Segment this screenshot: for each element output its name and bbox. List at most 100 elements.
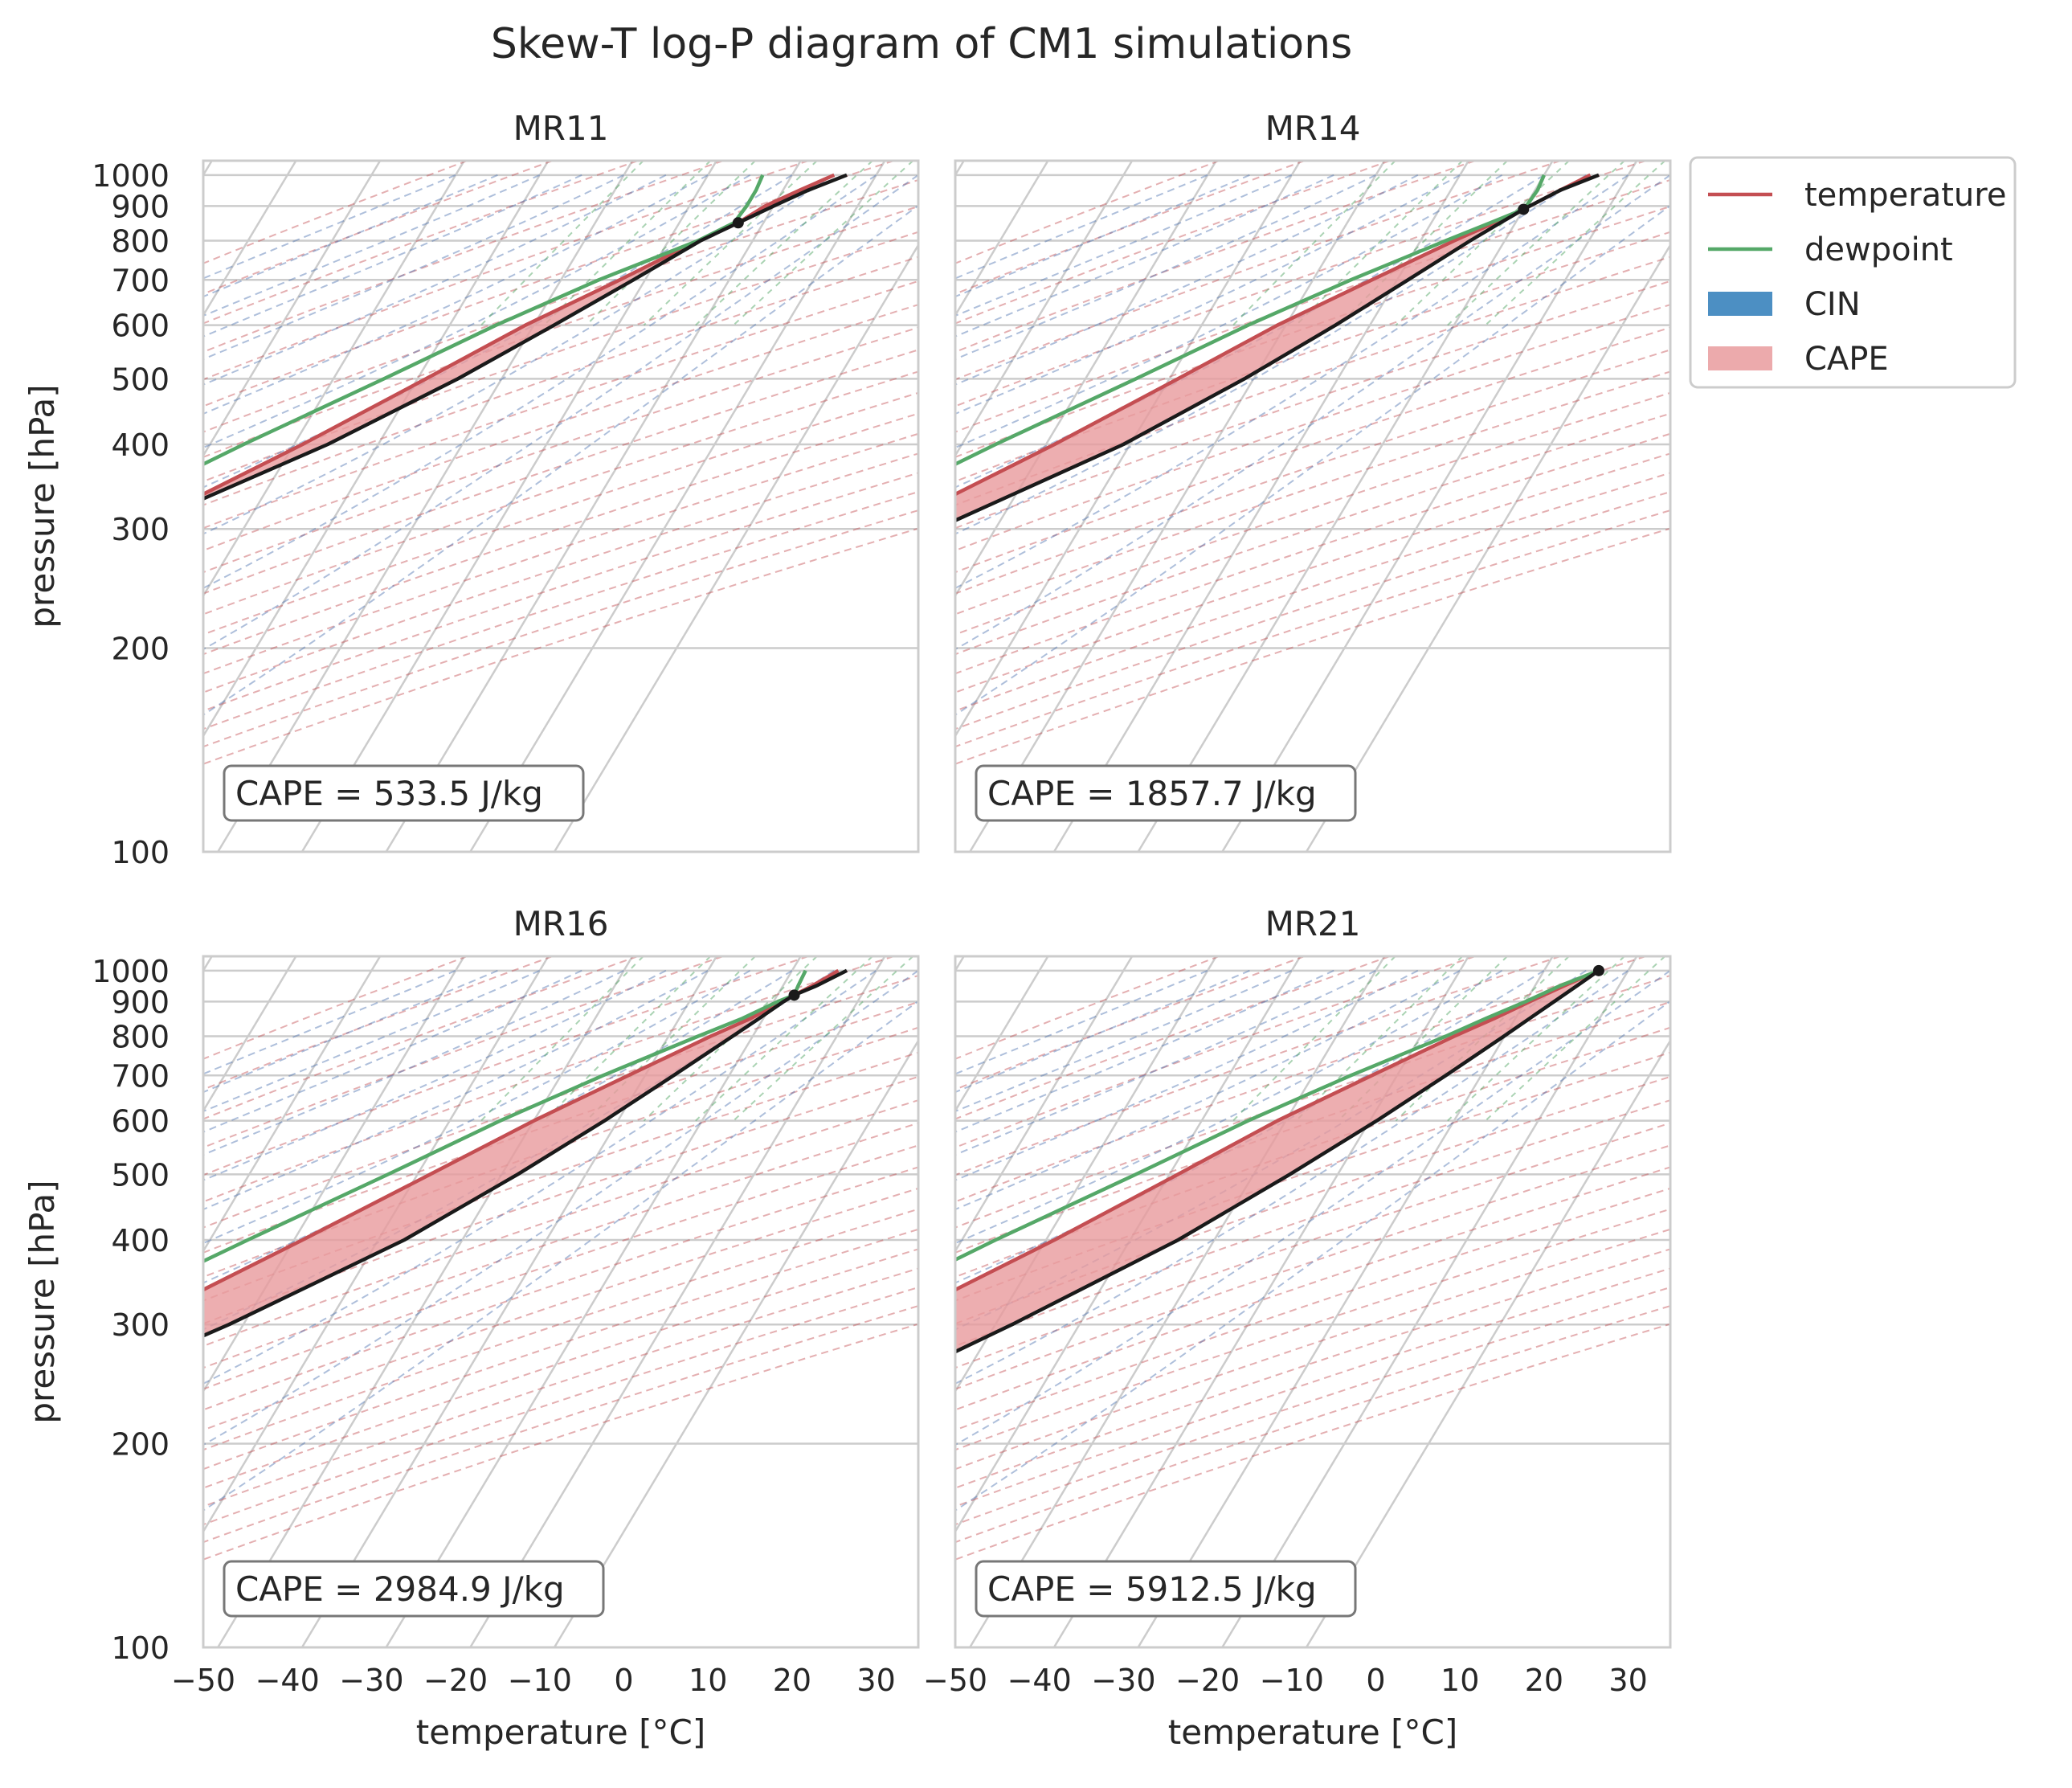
legend-label: CAPE (1804, 341, 1889, 378)
annotation-box (975, 764, 1357, 822)
annotation-text: CAPE = 533.5 J/kg (235, 774, 543, 813)
dry-adiabat (203, 256, 918, 506)
mixing-ratio-line (1395, 161, 1570, 326)
temperature-line (203, 173, 836, 497)
isotherm-gridline (385, 956, 802, 1647)
mixing-ratio-line (733, 161, 914, 326)
isotherm-gridline (1221, 956, 1638, 1647)
isotherm-gridline (469, 956, 886, 1647)
dry-adiabat (203, 1026, 918, 1279)
x-axis-label: temperature [°C] (416, 1712, 705, 1752)
moist-adiabat (955, 969, 1419, 1181)
y-tick-label: 900 (111, 189, 170, 224)
y-axis-label: pressure [hPa] (22, 384, 62, 628)
temperature-line (955, 968, 1600, 1292)
mixing-ratio-line (733, 956, 914, 1122)
panel-mr14: MR14 CAPE = 1857.7 J/kg (45, 108, 1672, 853)
moist-adiabat (955, 174, 1419, 386)
dry-adiabat (955, 1144, 1670, 1390)
x-tick-label: −20 (1175, 1663, 1240, 1698)
dry-adiabat (203, 391, 918, 636)
dry-adiabat (203, 1286, 918, 1526)
mixing-ratio-line (585, 161, 756, 326)
y-tick-label: 400 (111, 428, 170, 463)
y-tick-label: 300 (111, 512, 170, 547)
x-tick-label: −30 (1091, 1663, 1155, 1698)
isotherm-gridline (1305, 1038, 1670, 1647)
x-tick-label: −30 (339, 1663, 403, 1698)
dry-adiabat (955, 956, 1220, 1060)
panel-title: MR21 (1265, 904, 1361, 943)
dry-adiabat (955, 974, 1670, 1229)
moist-adiabat (203, 969, 918, 1446)
moist-adiabat (955, 969, 1503, 1245)
y-tick-label: 700 (111, 263, 170, 298)
moist-adiabat (955, 174, 1545, 489)
mixing-ratio-line (1447, 161, 1625, 326)
panel-mr11: MR11 CAPE = 533.5 J/kg 100 200 300 400 500 600 7… (22, 108, 920, 870)
dry-adiabat (955, 326, 1670, 574)
y-tick-label: 100 (111, 1630, 170, 1666)
isotherm-gridline (553, 1038, 918, 1647)
mixing-ratio-line (480, 161, 644, 326)
y-tick-label: 200 (111, 1426, 170, 1462)
x-tick-label: −10 (1260, 1663, 1324, 1698)
dry-adiabat (203, 349, 918, 595)
dry-adiabat (955, 161, 1476, 354)
moist-adiabat (955, 174, 1670, 651)
moist-adiabat (955, 969, 1461, 1211)
parcel-profile-line (955, 968, 1600, 1354)
dry-adiabat (955, 1286, 1670, 1526)
dry-adiabat (203, 161, 468, 264)
annotation-text: CAPE = 1857.7 J/kg (987, 774, 1317, 813)
legend-item-cape: CAPE (1708, 341, 1889, 378)
moist-adiabat (203, 174, 709, 415)
isotherm-gridline (217, 161, 634, 852)
x-tick-label: 30 (1608, 1663, 1647, 1698)
x-tick-label: 10 (1441, 1663, 1479, 1698)
dry-adiabat (203, 956, 468, 1060)
dry-adiabat (203, 1144, 918, 1390)
cape-area (955, 209, 1524, 521)
dry-adiabat (955, 956, 1306, 1090)
dry-adiabat (955, 1208, 1670, 1451)
moist-adiabat (955, 174, 1334, 338)
legend-label: temperature (1804, 177, 2006, 214)
y-tick-label: 600 (111, 1104, 170, 1139)
y-axis-label: pressure [hPa] (22, 1180, 62, 1423)
dry-adiabat (955, 1099, 1670, 1348)
dry-adiabat (203, 1099, 918, 1348)
dry-adiabat (203, 304, 918, 552)
dry-adiabat (203, 490, 918, 730)
dewpoint-line (203, 174, 765, 467)
y-tick-label: 1000 (92, 158, 170, 194)
dry-adiabat (203, 974, 918, 1229)
isotherm-gridline (955, 161, 1302, 739)
isotherm-gridline (955, 161, 1134, 458)
dry-adiabat (955, 472, 1670, 712)
annotation-text: CAPE = 5912.5 J/kg (987, 1569, 1317, 1609)
dry-adiabat (203, 326, 918, 574)
isotherm-gridline (45, 161, 460, 852)
legend-label: CIN (1804, 286, 1861, 323)
isotherm-gridline (203, 161, 297, 317)
dry-adiabat (203, 280, 918, 530)
moist-adiabat (955, 204, 1670, 716)
isotherm-gridline (385, 161, 802, 852)
dry-adiabat (955, 1075, 1670, 1325)
dry-adiabat (955, 1122, 1670, 1369)
dry-adiabat (203, 412, 918, 656)
dry-adiabat (955, 1305, 1670, 1544)
mixing-ratio-line (1232, 956, 1396, 1122)
y-tick-label: 200 (111, 631, 170, 666)
isotherm-gridline (203, 956, 382, 1254)
y-tick-label: 800 (111, 223, 170, 259)
moist-adiabat (203, 174, 456, 280)
dry-adiabat (955, 1000, 1670, 1254)
cape-area (203, 223, 738, 499)
isotherm-gridline (203, 161, 382, 458)
cape-annotation: CAPE = 1857.7 J/kg (975, 764, 1357, 822)
legend-item-temperature: temperature (1708, 177, 2006, 214)
